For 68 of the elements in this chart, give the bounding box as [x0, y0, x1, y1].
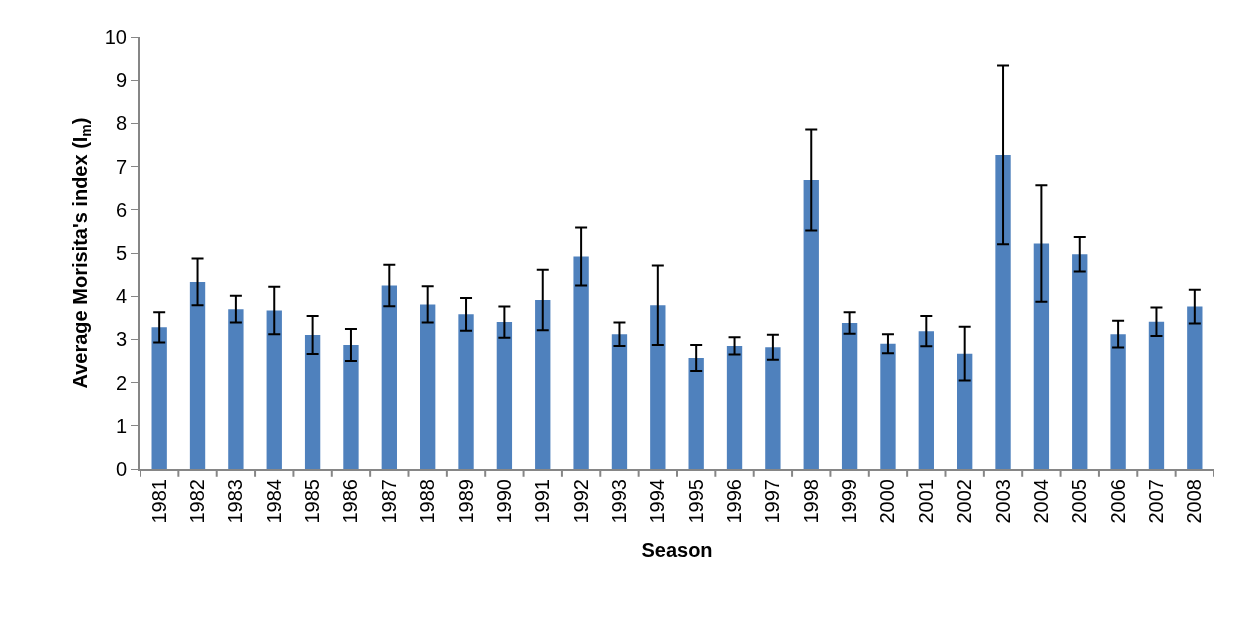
y-tick-label: 2 [115, 371, 127, 394]
x-tick-label: 2000 [876, 479, 899, 524]
x-tick-label: 2003 [991, 479, 1014, 524]
x-tick-label: 1993 [607, 479, 630, 524]
x-tick-label: 1981 [147, 479, 170, 524]
bar [1187, 306, 1203, 469]
x-tick-label: 2007 [1144, 479, 1167, 524]
bar [1148, 321, 1165, 469]
bar [688, 357, 704, 469]
y-tick-label: 6 [115, 198, 127, 221]
x-tick-label: 1985 [301, 479, 324, 524]
x-tick-label: 1991 [531, 479, 554, 524]
bar [304, 335, 321, 469]
x-tick-label: 1984 [262, 479, 285, 524]
x-tick-label: 1986 [339, 479, 362, 524]
x-tick-label: 1994 [646, 479, 669, 524]
y-tick-label: 9 [115, 69, 127, 92]
y-tick-label: 10 [104, 26, 127, 48]
y-tick-label: 8 [115, 112, 127, 135]
bar [765, 347, 781, 469]
x-tick-label: 1982 [186, 479, 209, 524]
bar [880, 343, 896, 469]
x-tick-label: 1987 [377, 479, 400, 524]
x-tick-label: 2005 [1068, 479, 1091, 524]
bar [611, 334, 628, 469]
x-tick-label: 1990 [492, 479, 515, 524]
bar [1033, 243, 1050, 469]
bar [841, 322, 858, 469]
y-tick-label: 3 [115, 328, 127, 351]
bar [726, 345, 743, 469]
y-tick-label: 5 [115, 242, 127, 264]
bar [1072, 254, 1088, 469]
x-tick-label: 2002 [953, 479, 976, 524]
x-tick-label: 1996 [723, 479, 746, 524]
x-tick-label: 1992 [569, 479, 592, 524]
y-tick-label: 4 [115, 285, 127, 308]
y-tick-label: 7 [115, 155, 127, 178]
bar [343, 345, 359, 469]
x-tick-label: 1989 [454, 479, 477, 524]
bar [1110, 334, 1126, 469]
bar [995, 154, 1011, 469]
x-tick-label: 1997 [761, 479, 784, 524]
y-tick-label: 1 [115, 414, 127, 437]
x-tick-label: 1998 [799, 479, 822, 524]
bar [957, 353, 973, 469]
bar [189, 281, 206, 469]
bar [573, 256, 589, 469]
x-tick-label: 1983 [224, 479, 247, 524]
bar [420, 304, 436, 469]
x-tick-label: 2008 [1183, 479, 1206, 524]
bar [918, 331, 934, 469]
x-tick-label: 1999 [838, 479, 861, 524]
bar [458, 314, 474, 469]
bar [650, 305, 666, 469]
bar [803, 179, 819, 469]
x-tick-label: 1995 [684, 479, 707, 524]
x-axis-title: Season [641, 538, 713, 561]
bar [381, 285, 397, 469]
x-tick-label: 2006 [1106, 479, 1129, 524]
x-tick-label: 2001 [914, 479, 937, 524]
bar [535, 300, 551, 469]
bar [151, 327, 167, 469]
bar [496, 322, 513, 469]
x-tick-label: 2004 [1029, 479, 1052, 524]
x-tick-label: 1988 [416, 479, 439, 524]
y-tick-label: 0 [115, 458, 127, 480]
bar [266, 310, 282, 469]
bar [228, 309, 244, 469]
